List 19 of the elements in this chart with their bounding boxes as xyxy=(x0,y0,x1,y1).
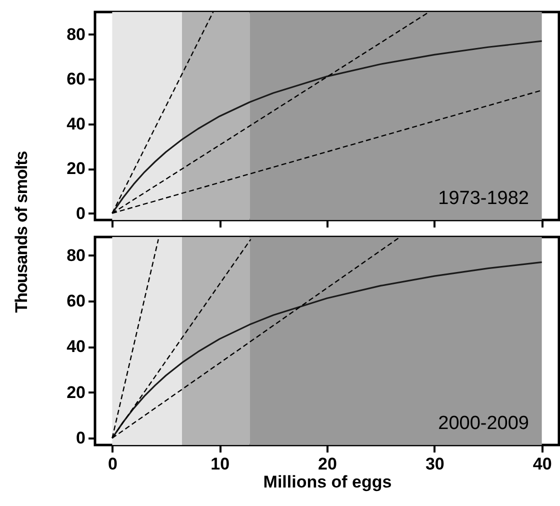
x-tick-label: 10 xyxy=(210,454,230,474)
y-tick-label: 40 xyxy=(66,114,86,134)
x-tick-label: 40 xyxy=(532,454,552,474)
x-tick-label: 30 xyxy=(425,454,444,474)
y-tick-label: 60 xyxy=(66,70,86,89)
x-tick-label: 20 xyxy=(318,454,337,474)
y-axis-title: Thousands of smolts xyxy=(12,151,32,313)
annotation: 2000-2009 xyxy=(438,413,529,434)
y-tick-label: 0 xyxy=(76,204,86,223)
y-tick-label: 80 xyxy=(66,246,86,265)
y-tick-label: 20 xyxy=(66,382,86,402)
y-tick-label: 60 xyxy=(66,292,86,310)
annotation: 1973-1982 xyxy=(438,188,529,209)
y-tick-label: 80 xyxy=(66,24,86,44)
x-tick-label: 0 xyxy=(108,454,118,474)
x-axis-title: Millions of eggs xyxy=(263,472,392,492)
y-tick-label: 20 xyxy=(66,159,86,178)
y-tick-label: 0 xyxy=(76,428,86,448)
y-tick-label: 40 xyxy=(66,337,86,356)
